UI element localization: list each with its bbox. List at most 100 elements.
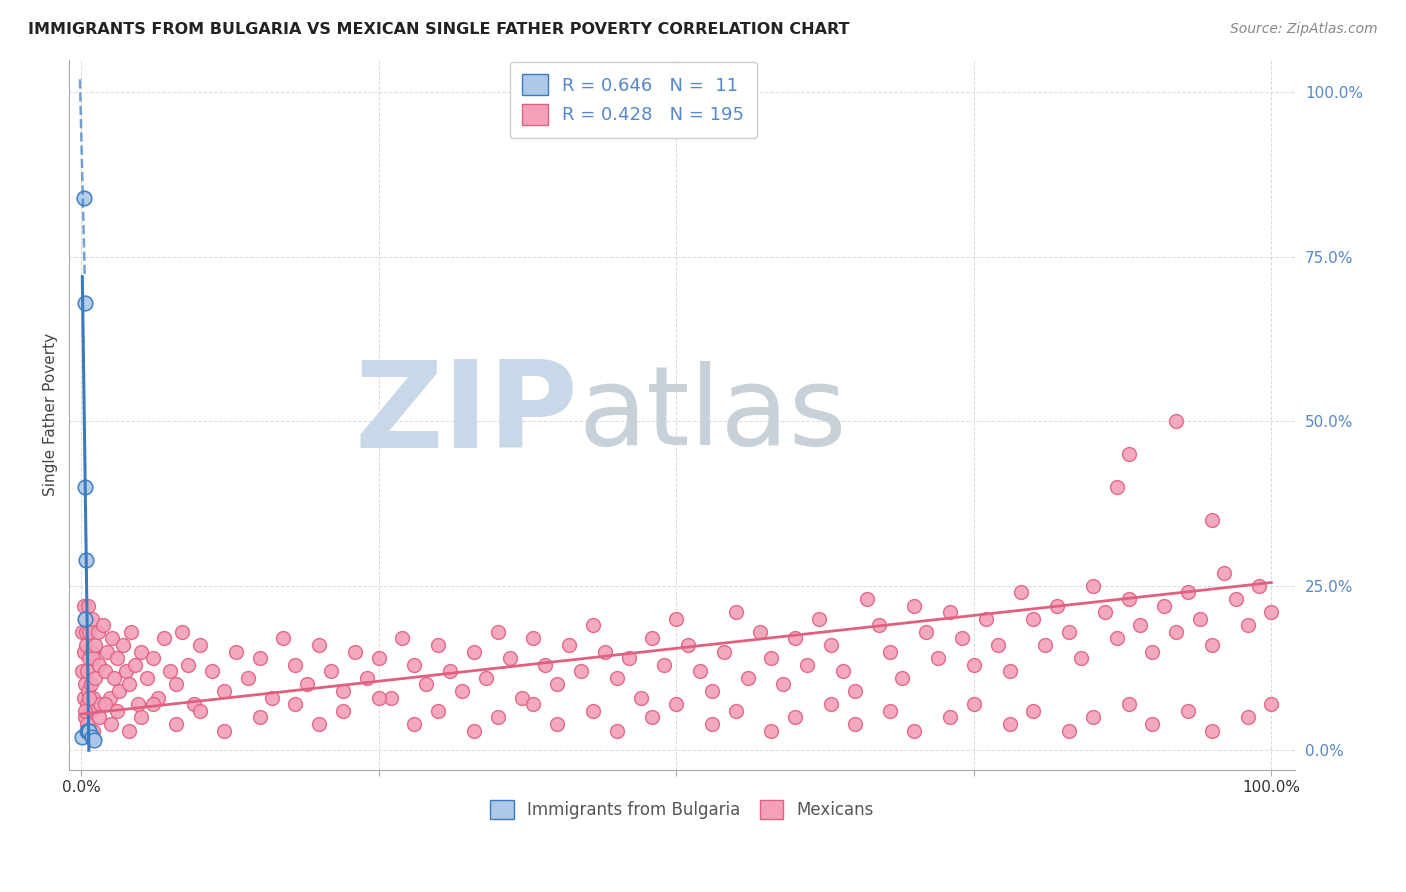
- Point: [879, 704, 901, 718]
- Point: [844, 684, 866, 698]
- Point: [939, 605, 962, 619]
- Point: [1118, 697, 1140, 711]
- Point: [80, 730, 103, 744]
- Point: [367, 690, 389, 705]
- Point: [630, 690, 652, 705]
- Point: [415, 677, 437, 691]
- Text: Source: ZipAtlas.com: Source: ZipAtlas.com: [1230, 22, 1378, 37]
- Point: [1188, 612, 1211, 626]
- Point: [183, 697, 205, 711]
- Point: [546, 717, 568, 731]
- Point: [617, 651, 640, 665]
- Point: [665, 612, 688, 626]
- Point: [188, 638, 211, 652]
- Point: [1033, 638, 1056, 652]
- Point: [75, 480, 97, 494]
- Point: [75, 552, 97, 566]
- Point: [1105, 632, 1128, 646]
- Point: [124, 657, 146, 672]
- Point: [1010, 585, 1032, 599]
- Point: [950, 632, 973, 646]
- Point: [1260, 697, 1282, 711]
- Point: [987, 638, 1010, 652]
- Point: [84, 671, 107, 685]
- Point: [73, 710, 96, 724]
- Point: [332, 704, 354, 718]
- Point: [451, 684, 474, 698]
- Point: [689, 665, 711, 679]
- Point: [1249, 579, 1271, 593]
- Point: [75, 624, 97, 639]
- Point: [79, 690, 101, 705]
- Point: [129, 644, 152, 658]
- Point: [963, 697, 986, 711]
- Point: [94, 697, 117, 711]
- Point: [1142, 644, 1164, 658]
- Point: [1142, 717, 1164, 731]
- Point: [748, 624, 770, 639]
- Point: [1057, 723, 1080, 738]
- Point: [891, 671, 914, 685]
- Point: [820, 697, 842, 711]
- Point: [308, 638, 330, 652]
- Point: [831, 665, 853, 679]
- Point: [963, 657, 986, 672]
- Point: [177, 657, 200, 672]
- Point: [475, 671, 498, 685]
- Y-axis label: Single Father Poverty: Single Father Poverty: [44, 334, 58, 496]
- Point: [236, 671, 259, 685]
- Point: [998, 665, 1021, 679]
- Point: [72, 599, 94, 613]
- Point: [73, 677, 96, 691]
- Point: [796, 657, 818, 672]
- Point: [1236, 710, 1258, 724]
- Point: [1129, 618, 1152, 632]
- Point: [522, 632, 544, 646]
- Point: [486, 624, 509, 639]
- Point: [159, 665, 181, 679]
- Point: [939, 710, 962, 724]
- Point: [1070, 651, 1092, 665]
- Point: [79, 723, 101, 738]
- Point: [72, 191, 94, 205]
- Point: [73, 612, 96, 626]
- Point: [127, 697, 149, 711]
- Point: [98, 690, 121, 705]
- Point: [820, 638, 842, 652]
- Point: [1166, 414, 1188, 428]
- Point: [879, 644, 901, 658]
- Point: [249, 710, 271, 724]
- Point: [522, 697, 544, 711]
- Point: [284, 657, 307, 672]
- Point: [1212, 566, 1234, 580]
- Point: [1118, 591, 1140, 606]
- Point: [76, 723, 98, 738]
- Point: [356, 671, 378, 685]
- Point: [1166, 624, 1188, 639]
- Point: [108, 684, 131, 698]
- Point: [188, 704, 211, 718]
- Point: [380, 690, 402, 705]
- Text: ZIP: ZIP: [354, 356, 578, 474]
- Legend: Immigrants from Bulgaria, Mexicans: Immigrants from Bulgaria, Mexicans: [484, 793, 880, 826]
- Point: [319, 665, 342, 679]
- Point: [76, 717, 98, 731]
- Point: [1236, 618, 1258, 632]
- Point: [737, 671, 759, 685]
- Point: [1201, 723, 1223, 738]
- Point: [676, 638, 699, 652]
- Point: [79, 651, 101, 665]
- Point: [665, 697, 688, 711]
- Point: [82, 690, 104, 705]
- Point: [249, 651, 271, 665]
- Point: [89, 697, 111, 711]
- Point: [606, 671, 628, 685]
- Point: [105, 651, 128, 665]
- Point: [510, 690, 533, 705]
- Point: [463, 644, 485, 658]
- Point: [1225, 591, 1247, 606]
- Point: [700, 717, 723, 731]
- Point: [96, 644, 118, 658]
- Text: atlas: atlas: [578, 361, 846, 468]
- Point: [83, 733, 105, 747]
